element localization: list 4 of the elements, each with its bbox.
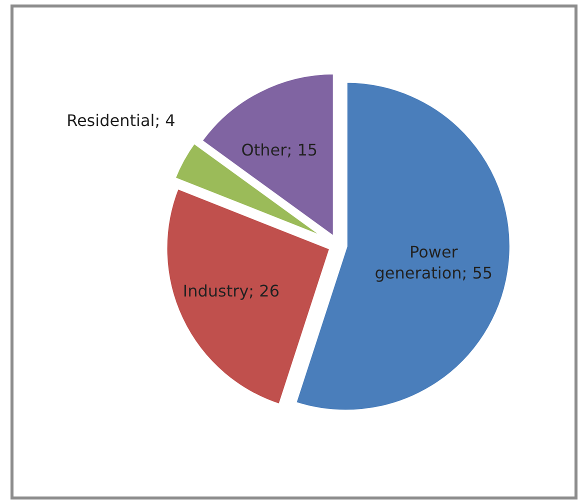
slice-label: Power generation; 55 [374, 242, 493, 283]
slice-label: Other; 15 [241, 140, 318, 160]
slice-label: Residential; 4 [66, 111, 176, 130]
slice-label: Industry; 26 [182, 282, 280, 301]
